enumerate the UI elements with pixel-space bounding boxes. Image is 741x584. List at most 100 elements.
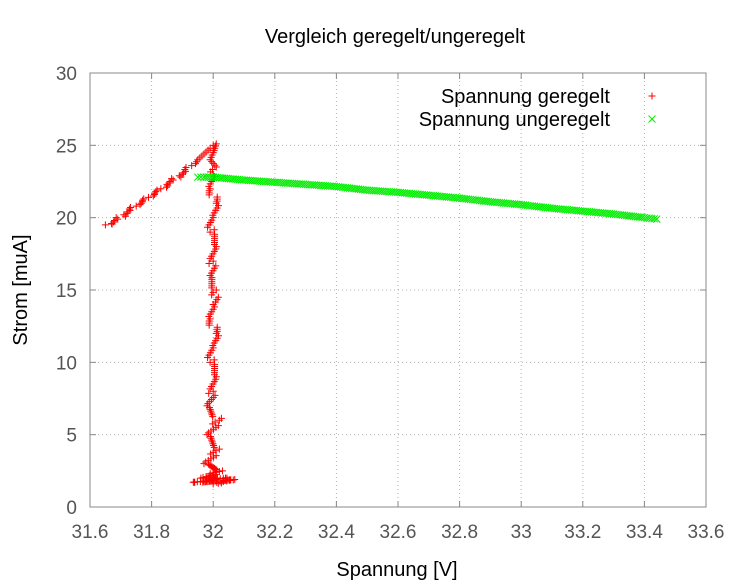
legend-marker-ungeregelt — [648, 115, 656, 123]
data-point-fill — [198, 152, 206, 160]
data-point-fill — [208, 411, 216, 419]
legend: Spannung geregelt Spannung ungeregelt — [419, 86, 656, 131]
y-tick-label: 10 — [56, 353, 77, 374]
data-point-fill — [211, 161, 219, 169]
data-point-fill — [205, 429, 213, 437]
data-point-fill — [210, 443, 218, 451]
data-point-fill — [208, 436, 216, 444]
data-point-fill — [207, 153, 215, 161]
data-point-fill — [206, 432, 214, 440]
y-tick-label: 20 — [56, 209, 77, 230]
data-point — [203, 431, 211, 439]
data-point-fill — [650, 214, 659, 223]
data-point-fill — [127, 204, 135, 212]
data-point — [169, 176, 177, 184]
data-point-fill — [208, 158, 216, 166]
data-point-fill — [204, 173, 213, 182]
y-axis-ticks: 0 5 10 15 20 25 30 — [56, 64, 706, 519]
x-tick-label: 32.4 — [318, 522, 355, 543]
data-point-fill — [647, 214, 656, 223]
data-point-fill — [207, 407, 215, 415]
data-point-fill — [543, 203, 552, 212]
data-point-fill — [168, 175, 176, 183]
data-point-fill — [178, 170, 186, 178]
y-tick-label: 25 — [56, 136, 77, 157]
data-point-fill — [206, 385, 214, 393]
data-point-fill — [140, 195, 148, 203]
data-point-fill — [189, 478, 197, 486]
data-point-fill — [209, 211, 217, 219]
data-point-fill — [136, 201, 144, 209]
data-point-fill — [204, 146, 212, 154]
data-point-fill — [209, 413, 217, 421]
data-point-fill — [358, 185, 367, 194]
data-points — [101, 140, 661, 488]
data-point-fill — [123, 209, 131, 217]
data-point-fill — [149, 192, 157, 200]
data-point-fill — [636, 213, 644, 222]
data-point-fill — [205, 389, 213, 397]
data-point-fill — [204, 223, 212, 231]
data-point-fill — [121, 212, 129, 220]
data-point — [188, 162, 196, 170]
data-point-fill — [206, 255, 214, 263]
data-point — [193, 173, 202, 182]
data-point-fill — [208, 284, 216, 292]
x-tick-label: 33.6 — [688, 522, 725, 543]
data-point-fill — [208, 438, 216, 446]
x-tick-label: 33 — [511, 522, 532, 543]
data-point-fill — [206, 405, 214, 413]
x-tick-label: 31.6 — [72, 522, 109, 543]
grid — [90, 73, 706, 507]
data-point-fill — [205, 404, 213, 412]
data-point-fill — [482, 197, 490, 206]
legend-marker-symbol — [648, 115, 656, 123]
data-point-fill — [212, 298, 220, 306]
data-point-fill — [204, 400, 212, 408]
data-point — [218, 467, 226, 475]
data-point-fill — [512, 200, 521, 209]
x-axis-label: Spannung [V] — [336, 559, 457, 581]
data-point-fill — [204, 354, 212, 362]
data-point — [101, 221, 109, 229]
data-point-fill — [451, 193, 460, 202]
data-point-fill — [166, 178, 174, 185]
y-tick-label: 15 — [56, 281, 77, 302]
data-point-fill — [574, 206, 583, 215]
legend-label-geregelt: Spannung geregelt — [441, 86, 610, 108]
series-1 — [193, 173, 661, 223]
data-point-fill — [420, 190, 429, 199]
data-point-fill — [207, 434, 215, 442]
y-axis-label: Strom [muA] — [10, 234, 32, 345]
x-tick-label: 32.8 — [441, 522, 478, 543]
data-point-fill — [209, 477, 217, 485]
data-point — [114, 215, 122, 223]
data-point-fill — [210, 442, 218, 450]
data-point — [215, 445, 223, 453]
data-point-fill — [215, 468, 223, 476]
data-point-fill — [211, 371, 218, 379]
y-tick-label: 5 — [66, 426, 77, 447]
x-tick-label: 32.6 — [380, 522, 417, 543]
x-tick-label: 32 — [203, 522, 224, 543]
data-point-fill — [193, 158, 201, 166]
data-point-fill — [235, 175, 244, 184]
data-point-fill — [297, 180, 306, 188]
chart-title: Vergleich geregelt/ungeregelt — [265, 26, 526, 48]
legend-marker-symbol — [648, 92, 656, 100]
data-point-fill — [217, 414, 225, 422]
data-point-fill — [605, 209, 614, 218]
data-point-fill — [205, 321, 213, 329]
data-point-fill — [207, 409, 215, 417]
data-point-fill — [328, 182, 336, 191]
data-point-fill — [389, 188, 398, 196]
data-point — [175, 172, 183, 180]
data-point-fill — [209, 420, 217, 428]
data-point-fill — [110, 218, 118, 226]
data-point-fill — [210, 146, 218, 154]
data-point-fill — [205, 259, 213, 267]
data-point-fill — [125, 205, 133, 213]
data-point-fill — [197, 173, 205, 182]
data-point-fill — [182, 164, 190, 172]
data-point-fill — [213, 197, 221, 205]
